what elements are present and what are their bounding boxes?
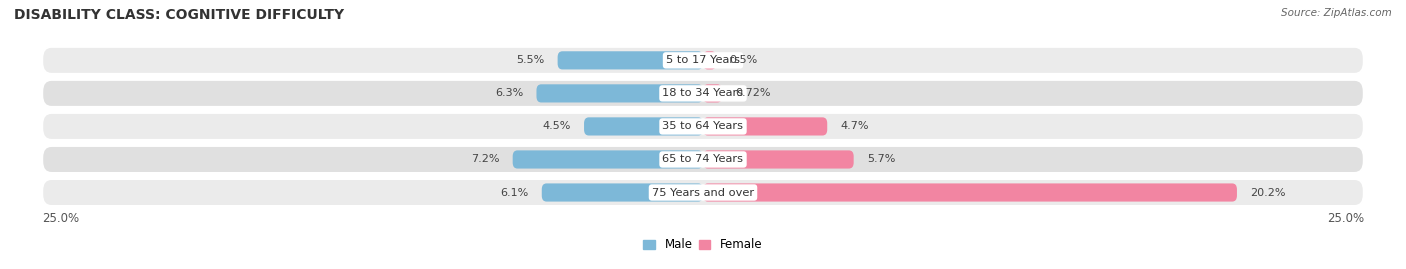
FancyBboxPatch shape: [703, 84, 723, 102]
FancyBboxPatch shape: [537, 84, 703, 102]
Text: 5 to 17 Years: 5 to 17 Years: [666, 55, 740, 65]
FancyBboxPatch shape: [558, 51, 703, 69]
Text: 6.3%: 6.3%: [495, 89, 523, 98]
Text: 65 to 74 Years: 65 to 74 Years: [662, 154, 744, 164]
Text: 25.0%: 25.0%: [42, 212, 79, 225]
FancyBboxPatch shape: [42, 80, 1364, 107]
Text: 5.7%: 5.7%: [868, 154, 896, 164]
Text: 18 to 34 Years: 18 to 34 Years: [662, 89, 744, 98]
Text: 20.2%: 20.2%: [1250, 187, 1285, 197]
Text: 25.0%: 25.0%: [1327, 212, 1364, 225]
FancyBboxPatch shape: [42, 47, 1364, 74]
FancyBboxPatch shape: [583, 117, 703, 136]
FancyBboxPatch shape: [42, 179, 1364, 206]
Text: 0.72%: 0.72%: [735, 89, 770, 98]
Text: 7.2%: 7.2%: [471, 154, 499, 164]
Text: 5.5%: 5.5%: [516, 55, 544, 65]
Text: DISABILITY CLASS: COGNITIVE DIFFICULTY: DISABILITY CLASS: COGNITIVE DIFFICULTY: [14, 8, 344, 22]
FancyBboxPatch shape: [541, 183, 703, 201]
FancyBboxPatch shape: [42, 113, 1364, 140]
Text: 6.1%: 6.1%: [501, 187, 529, 197]
FancyBboxPatch shape: [703, 150, 853, 169]
FancyBboxPatch shape: [513, 150, 703, 169]
FancyBboxPatch shape: [703, 183, 1237, 201]
FancyBboxPatch shape: [703, 51, 716, 69]
Text: 0.5%: 0.5%: [730, 55, 758, 65]
Text: 4.5%: 4.5%: [543, 121, 571, 132]
Text: 4.7%: 4.7%: [841, 121, 869, 132]
Text: 35 to 64 Years: 35 to 64 Years: [662, 121, 744, 132]
FancyBboxPatch shape: [42, 146, 1364, 173]
Text: Source: ZipAtlas.com: Source: ZipAtlas.com: [1281, 8, 1392, 18]
Legend: Male, Female: Male, Female: [638, 234, 768, 256]
Text: 75 Years and over: 75 Years and over: [652, 187, 754, 197]
FancyBboxPatch shape: [703, 117, 827, 136]
